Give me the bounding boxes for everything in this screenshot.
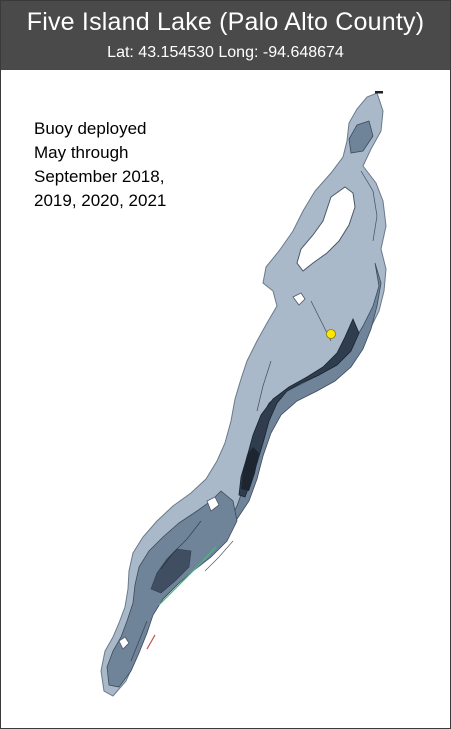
note-line-3: September 2018, bbox=[34, 167, 165, 186]
contour-lines bbox=[130, 170, 378, 662]
depth-zone-deep-central bbox=[238, 318, 360, 498]
depth-zone-deep-south bbox=[150, 548, 192, 594]
map-title: Five Island Lake (Palo Alto County) bbox=[26, 8, 425, 36]
island-small-1 bbox=[292, 292, 306, 306]
shoreline-accent bbox=[158, 546, 217, 606]
island-small-3 bbox=[118, 636, 130, 650]
shoreline-accent-2 bbox=[146, 634, 156, 650]
note-line-4: 2019, 2020, 2021 bbox=[34, 191, 167, 210]
depth-zone-deepest bbox=[241, 447, 259, 491]
island-small-2 bbox=[206, 496, 220, 512]
coordinates-label: Lat: 43.154530 Long: -94.648674 bbox=[107, 44, 344, 61]
note-line-1: Buoy deployed bbox=[34, 119, 147, 138]
title-bar: Five Island Lake (Palo Alto County) Lat:… bbox=[1, 1, 450, 70]
buoy-deployment-note: Buoy deployed May through September 2018… bbox=[34, 117, 244, 213]
depth-zone-mid-south bbox=[106, 490, 238, 688]
depth-zone-mid-north bbox=[348, 120, 374, 154]
island-north-large bbox=[296, 186, 356, 272]
lake-bathymetry-map bbox=[100, 91, 387, 697]
north-tick bbox=[375, 91, 383, 94]
buoy-marker-icon bbox=[326, 329, 336, 339]
note-line-2: May through bbox=[34, 143, 129, 162]
